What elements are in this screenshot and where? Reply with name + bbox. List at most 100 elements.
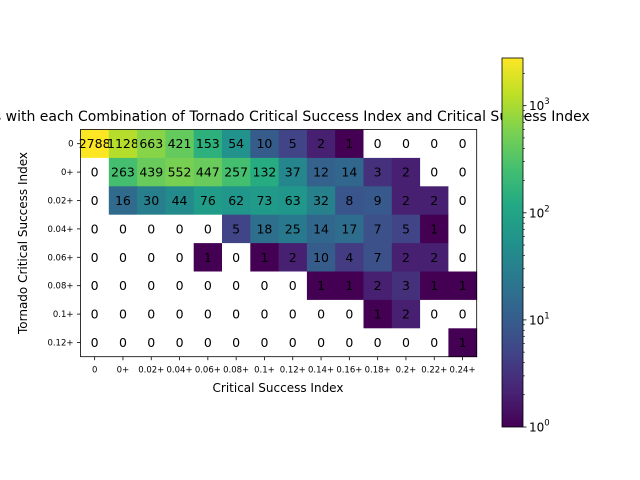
heatmap-cell [193, 157, 223, 187]
cell-value-label: 1 [204, 250, 212, 265]
cell-value-label: 4 [345, 250, 353, 265]
heatmap-cell [250, 243, 279, 272]
cell-value-label: 0 [459, 250, 467, 265]
cell-value-label: 0 [204, 335, 212, 350]
cell-value-label: 263 [111, 165, 135, 180]
heatmap-cell [420, 271, 449, 301]
heatmap-cell [193, 129, 223, 159]
heatmap-cell [222, 328, 251, 358]
cell-value-label: 5 [232, 221, 240, 236]
cell-value-label: 1 [430, 221, 438, 236]
cell-value-label: 0 [91, 278, 99, 293]
heatmap-cell [420, 243, 449, 272]
cell-value-label: 0 [147, 307, 155, 322]
heatmap-cell [250, 328, 279, 358]
cell-value-label: 7 [374, 250, 382, 265]
cell-value-label: 0 [317, 307, 325, 322]
cell-value-label: 0 [430, 335, 438, 350]
heatmap-cell [278, 157, 308, 187]
cell-value-label: 17 [341, 221, 357, 236]
x-tick-label: 0.06+ [195, 366, 221, 376]
cell-value-label: 76 [200, 193, 216, 208]
heatmap-cell [306, 271, 336, 301]
chart-title: Days with each Combination of Tornado Cr… [0, 109, 590, 125]
heatmap-cell [108, 243, 138, 272]
cell-value-label: 0 [176, 307, 184, 322]
colorbar: 100 101 102 103 [501, 57, 550, 435]
cell-value-label: 63 [285, 193, 301, 208]
cell-value-label: 10 [313, 250, 329, 265]
cell-value-label: 44 [172, 193, 188, 208]
x-tick-label: 0+ [117, 366, 130, 376]
heatmap-cell [363, 214, 393, 244]
cell-value-label: 0 [119, 307, 127, 322]
heatmap-cell [363, 129, 393, 159]
cell-value-label: 14 [313, 221, 329, 236]
heatmap-cell [193, 328, 223, 358]
heatmap-cell [420, 299, 449, 329]
heatmap-cell [306, 299, 336, 329]
heatmap-cell [108, 299, 138, 329]
heatmap-cell [278, 271, 308, 301]
cell-value-label: 2 [317, 136, 325, 151]
x-tick-labels: 0 0+ 0.02+ 0.04+ 0.06+ 0.08+ 0.1+ 0.12+ 0.14+ 0.1… [92, 356, 476, 376]
heatmap-cell [165, 129, 195, 159]
heatmap-cell [391, 243, 421, 272]
heatmap-cell [335, 299, 364, 329]
heatmap-cell [363, 186, 393, 216]
cell-value-label: 1 [345, 278, 353, 293]
cell-value-label: 0 [91, 165, 99, 180]
heatmap-cell [420, 186, 449, 216]
cell-value-label: 1 [374, 307, 382, 322]
heatmap-cell [335, 129, 364, 159]
heatmap-cell [137, 157, 166, 187]
heatmap-cell [80, 186, 110, 216]
y-tick-label: 0.12+ [47, 339, 73, 349]
heatmap-cell [108, 186, 138, 216]
heatmap-cell [250, 214, 279, 244]
cell-value-label: 25 [285, 221, 301, 236]
cell-value-label: 73 [256, 193, 272, 208]
cell-value-label: 0 [204, 307, 212, 322]
cell-value-label: 0 [430, 307, 438, 322]
cell-value-label: 0 [374, 136, 382, 151]
heatmap-cell [193, 243, 223, 272]
heatmap-cell [420, 328, 449, 358]
cell-value-label: 18 [256, 221, 272, 236]
cell-value-label: 2 [430, 250, 438, 265]
heatmap-cell [193, 299, 223, 329]
heatmap-cell [391, 214, 421, 244]
plot-frame [80, 129, 478, 358]
y-tick-label: 0 [68, 140, 73, 150]
cell-value-label: 1128 [107, 136, 139, 151]
cell-value-label: 0 [289, 278, 297, 293]
heatmap-cell [108, 157, 138, 187]
heatmap-cell [278, 186, 308, 216]
x-tick-label: 0.2+ [396, 366, 417, 376]
cell-value-label: 552 [168, 165, 192, 180]
heatmap-cell [80, 271, 110, 301]
cell-value-label: 0 [119, 221, 127, 236]
heatmap-cell [222, 299, 251, 329]
heatmap-cell [306, 243, 336, 272]
heatmap-cell [278, 129, 308, 159]
cell-value-label: 3 [402, 278, 410, 293]
cell-value-label: 54 [228, 136, 244, 151]
cell-value-label: 153 [196, 136, 220, 151]
cell-value-label: 0 [260, 307, 268, 322]
cell-value-label: 1 [260, 250, 268, 265]
cell-value-label: 10 [256, 136, 272, 151]
cell-value-label: 0 [147, 335, 155, 350]
cell-value-label: 0 [289, 307, 297, 322]
x-tick-label: 0.08+ [223, 366, 249, 376]
y-tick-label: 0.08+ [47, 282, 73, 292]
heatmap-cell [137, 271, 166, 301]
heatmap-cell [108, 271, 138, 301]
heatmap-cell [137, 186, 166, 216]
cell-value-label: 2 [430, 193, 438, 208]
cell-value-label: 0 [232, 278, 240, 293]
y-tick-label: 0.04+ [47, 225, 73, 235]
cell-value-label: 0 [91, 250, 99, 265]
heatmap-cell [165, 186, 195, 216]
